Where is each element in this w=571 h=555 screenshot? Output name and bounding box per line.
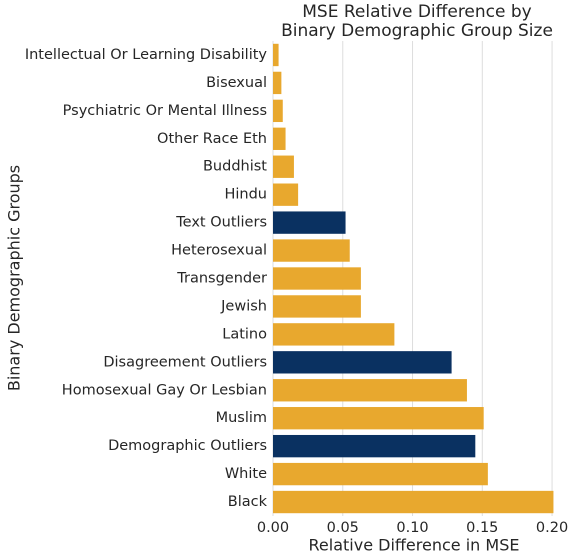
bar [273, 295, 361, 318]
y-tick-label: Heterosexual [171, 243, 267, 259]
bar [273, 183, 299, 206]
x-tick-label: 0.20 [536, 520, 568, 536]
bar [273, 99, 283, 123]
bar [273, 127, 286, 150]
bar [273, 239, 350, 262]
y-tick-label: Black [228, 494, 268, 510]
chart-title: MSE Relative Difference by [302, 2, 531, 22]
y-tick-label: Psychiatric Or Mental Illness [63, 103, 267, 119]
y-tick-label: Hindu [224, 187, 267, 203]
bar [273, 155, 294, 178]
y-tick-label: Jewish [220, 298, 267, 314]
y-tick-label: Homosexual Gay Or Lesbian [62, 382, 267, 398]
y-tick-label: White [225, 466, 267, 482]
bar [273, 379, 467, 402]
y-tick-label: Other Race Eth [157, 131, 267, 147]
bar [273, 323, 395, 346]
y-tick-label: Buddhist [203, 159, 267, 175]
bar [273, 267, 361, 290]
y-axis-label: Binary Demographic Groups [5, 165, 24, 391]
y-tick-label: Disagreement Outliers [103, 354, 267, 370]
y-tick-label: Latino [222, 326, 267, 342]
bar [273, 211, 346, 234]
bar [273, 351, 452, 374]
y-tick-label: Demographic Outliers [108, 438, 267, 454]
x-tick-label: 0.15 [466, 520, 498, 536]
bar [273, 71, 282, 95]
y-tick-label: Bisexual [206, 75, 267, 91]
bar [273, 43, 279, 67]
bar [273, 490, 554, 514]
y-tick-label: Intellectual Or Learning Disability [25, 47, 268, 63]
x-tick-label: 0.00 [257, 520, 289, 536]
bar [273, 462, 488, 486]
x-tick-label: 0.05 [327, 520, 359, 536]
y-tick-label: Text Outliers [175, 215, 267, 231]
bar [273, 434, 476, 458]
x-axis-label: Relative Difference in MSE [309, 536, 520, 555]
x-tick-label: 0.10 [396, 520, 428, 536]
bar [273, 407, 484, 430]
y-tick-label: Transgender [176, 271, 267, 287]
chart-title: Binary Demographic Group Size [281, 21, 553, 41]
y-tick-label: Muslim [216, 410, 267, 426]
